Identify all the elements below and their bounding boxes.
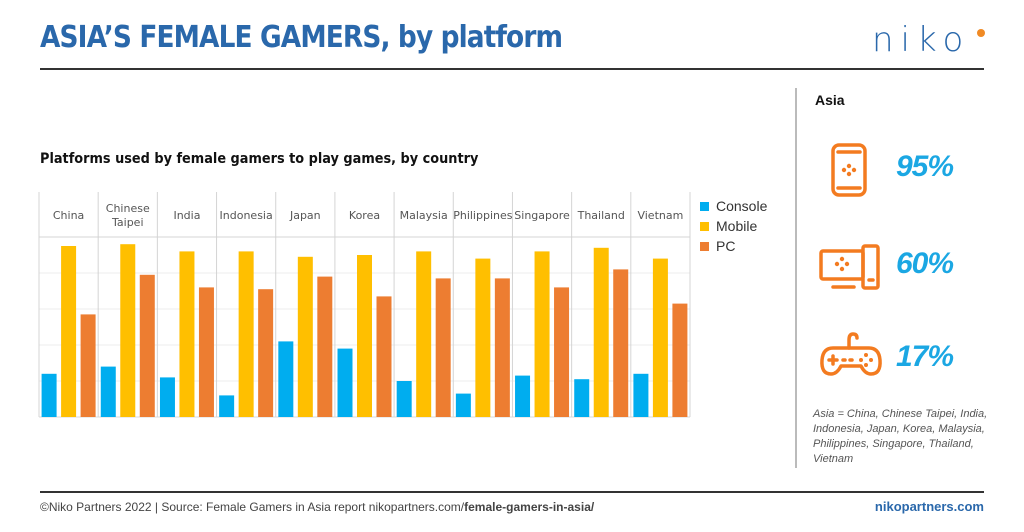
category-label-line: Philippines: [453, 209, 513, 222]
category-label: Malaysia: [400, 209, 448, 222]
bar-mobile: [238, 251, 254, 417]
category-label: Indonesia: [220, 209, 273, 222]
bar-pc: [198, 287, 214, 417]
category-label: Korea: [349, 209, 380, 222]
category-label: Thailand: [577, 209, 625, 222]
gamepad-console-icon: [820, 332, 882, 376]
legend-swatch-mobile: [700, 221, 709, 231]
bar-pc: [258, 289, 274, 417]
mobile-phone-icon: [831, 143, 867, 197]
category-label: Japan: [289, 209, 321, 222]
category-label-line: Malaysia: [400, 209, 448, 222]
bar-mobile: [179, 251, 195, 417]
source-link[interactable]: female-gamers-in-asia/: [464, 500, 595, 514]
legend-swatch-console: [700, 201, 709, 211]
bar-console: [159, 377, 175, 417]
bar-console: [455, 393, 471, 417]
pc-stat-value: 60%: [896, 247, 954, 280]
category-label-line: India: [173, 209, 200, 222]
legend-label: PC: [716, 238, 736, 254]
bar-mobile: [120, 244, 136, 417]
page-title: ASIA’S FEMALE GAMERS, by platform: [40, 20, 563, 55]
bar-pc: [317, 276, 333, 417]
chart-title: Platforms used by female gamers to play …: [40, 151, 479, 167]
niko-logo: niko: [872, 20, 971, 60]
bar-pc: [139, 274, 155, 417]
bar-mobile: [297, 256, 313, 417]
bar-mobile: [416, 251, 432, 417]
header-divider: [40, 68, 984, 70]
category-label: Chinese Taipei: [106, 202, 150, 229]
legend-item-pc: PC: [700, 236, 767, 256]
bar-console: [219, 395, 235, 417]
legend-label: Mobile: [716, 218, 758, 234]
bar-console: [633, 373, 649, 417]
category-label: China: [53, 209, 84, 222]
bar-mobile: [475, 258, 491, 417]
category-label-line: Vietnam: [637, 209, 683, 222]
mobile-stat-value: 95%: [896, 150, 954, 183]
legend-item-mobile: Mobile: [700, 216, 767, 236]
bar-pc: [80, 314, 96, 417]
bar-console: [396, 381, 412, 417]
bar-console: [574, 379, 590, 417]
category-label-line: Taipei: [111, 216, 144, 229]
source-text: ©Niko Partners 2022 | Source: Female Gam…: [40, 500, 465, 514]
bar-console: [515, 375, 531, 417]
bar-console: [278, 341, 294, 417]
category-label-line: Chinese: [106, 202, 150, 215]
pc-monitor-icon: [819, 244, 880, 290]
source-citation: ©Niko Partners 2022 | Source: Female Gam…: [40, 500, 594, 514]
bar-mobile: [593, 247, 609, 417]
bar-pc: [376, 296, 392, 417]
category-label-line: Korea: [349, 209, 380, 222]
legend-swatch-pc: [700, 241, 709, 251]
bar-pc: [613, 269, 629, 417]
bar-mobile: [357, 255, 372, 417]
category-label: Singapore: [514, 209, 570, 222]
website-link[interactable]: nikopartners.com: [874, 499, 984, 514]
category-label-line: Japan: [289, 209, 321, 222]
category-label: India: [173, 209, 200, 222]
bar-mobile: [534, 251, 550, 417]
category-label-line: China: [53, 209, 84, 222]
bar-console: [41, 373, 57, 417]
bar-mobile: [61, 246, 77, 417]
bar-mobile: [652, 258, 668, 417]
bar-pc: [435, 278, 451, 417]
footer-divider: [40, 491, 984, 493]
bar-console: [337, 348, 353, 417]
bar-pc: [494, 278, 510, 417]
category-label-line: Thailand: [577, 209, 625, 222]
category-label: Vietnam: [637, 209, 683, 222]
console-stat-value: 17%: [896, 340, 954, 373]
side-panel-divider: [795, 88, 797, 468]
legend-item-console: Console: [700, 196, 767, 216]
chart-legend: Console Mobile PC: [700, 196, 767, 256]
category-label-line: Singapore: [514, 209, 570, 222]
category-label-line: Indonesia: [220, 209, 273, 222]
logo-dot: [977, 29, 985, 37]
legend-label: Console: [716, 198, 768, 214]
bar-console: [100, 366, 116, 417]
bar-pc: [554, 287, 570, 417]
side-panel-title: Asia: [815, 92, 845, 108]
bar-pc: [672, 303, 688, 417]
category-label: Philippines: [453, 209, 513, 222]
asia-definition-note: Asia = China, Chinese Taipei, India, Ind…: [813, 408, 988, 465]
